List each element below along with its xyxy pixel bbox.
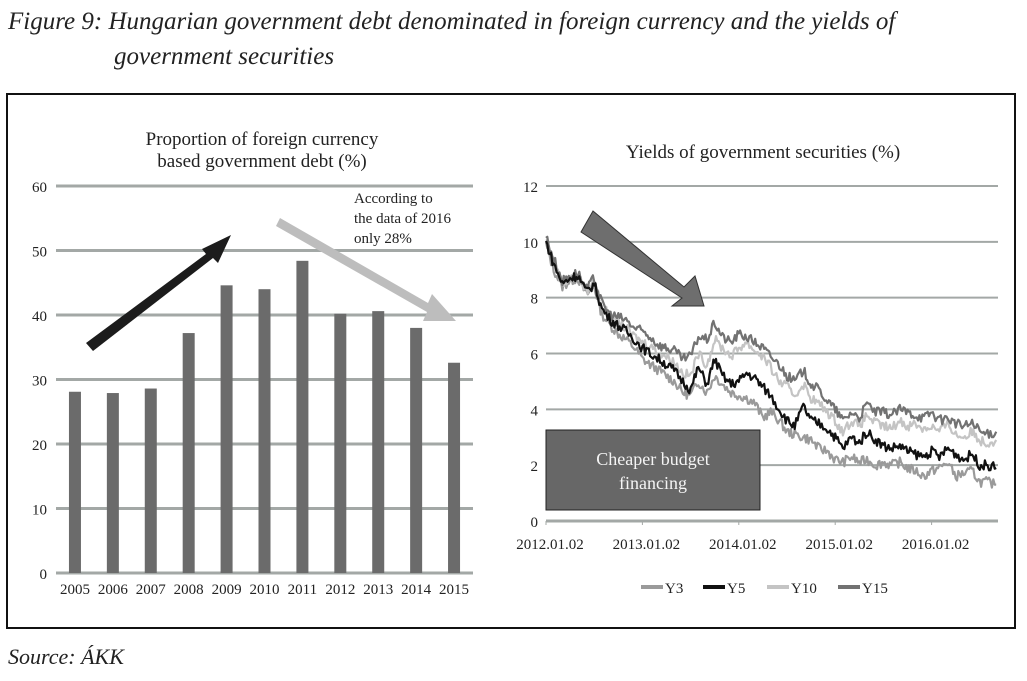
bar xyxy=(144,388,157,573)
y-tick-label: 12 xyxy=(523,180,538,196)
series-line-y15 xyxy=(545,235,998,439)
bar-chart-title-line-2: based government debt (%) xyxy=(157,151,366,172)
figure-frame xyxy=(6,93,1016,629)
x-tick-label: 2012 xyxy=(325,582,355,598)
y-tick-label: 8 xyxy=(531,292,539,308)
bar-chart-title-line-1: Proportion of foreign currency xyxy=(146,129,379,150)
x-tick-label: 2014 xyxy=(401,582,432,598)
x-tick-label: 2008 xyxy=(174,582,204,598)
x-tick-label: 2016.01.02 xyxy=(902,537,970,553)
x-tick-label: 2005 xyxy=(60,582,90,598)
up-trend-arrow xyxy=(86,235,231,351)
y-tick-label: 20 xyxy=(32,438,47,454)
figure-title-line-2: government securities xyxy=(114,43,335,70)
bar xyxy=(372,311,385,573)
annotation-box xyxy=(545,429,761,511)
series-line-y5 xyxy=(544,240,997,472)
y-tick-label: 30 xyxy=(32,374,47,390)
bar xyxy=(182,333,195,573)
y-tick-label: 0 xyxy=(40,567,48,583)
x-tick-label: 2007 xyxy=(136,582,167,598)
bar xyxy=(410,327,423,573)
bar-chart-x-ticks: 2005 2006 2007 2008 2009 2010 2011 2012 2013 2014… xyxy=(60,582,469,598)
down-trend-arrow xyxy=(276,218,456,321)
line-chart-y-ticks: 0 2 4 6 8 10 12 xyxy=(523,180,539,531)
bar xyxy=(448,362,461,573)
line-chart-legend: Y3 Y5 Y10 Y15 xyxy=(641,581,888,597)
y-tick-label: 2 xyxy=(531,459,539,475)
x-tick-label: 2015 xyxy=(439,582,469,598)
x-tick-label: 2012.01.02 xyxy=(516,537,584,553)
line-chart-series xyxy=(544,235,998,489)
line-chart-x-ticks: 2012.01.02 2013.01.02 2014.01.02 2015.01.02… xyxy=(516,521,969,553)
bar xyxy=(296,260,309,573)
y-tick-label: 0 xyxy=(531,515,539,531)
y-tick-label: 6 xyxy=(531,348,539,364)
annotation-box-line-1: Cheaper budget xyxy=(596,449,709,469)
bar xyxy=(334,313,347,573)
line-chart: Yields of government securities (%) 0 2 4 6… xyxy=(516,142,998,597)
y-tick-label: 50 xyxy=(32,245,47,261)
x-tick-label: 2013.01.02 xyxy=(613,537,681,553)
y-tick-label: 60 xyxy=(32,180,47,196)
x-tick-label: 2014.01.02 xyxy=(709,537,777,553)
legend-label-y15: Y15 xyxy=(862,581,888,597)
annotation-line-2: the data of 2016 xyxy=(354,211,452,227)
bar-chart: Proportion of foreign currency based gov… xyxy=(32,129,473,598)
figure-source: Source: ÁKK xyxy=(8,644,124,669)
x-tick-label: 2010 xyxy=(250,582,280,598)
bar-chart-y-ticks: 0 10 20 30 40 50 60 xyxy=(32,180,47,583)
bar xyxy=(220,285,233,573)
legend-label-y3: Y3 xyxy=(665,581,683,597)
x-tick-label: 2011 xyxy=(288,582,317,598)
y-tick-label: 4 xyxy=(531,403,539,419)
bar xyxy=(68,391,81,573)
line-chart-title: Yields of government securities (%) xyxy=(626,142,900,163)
bar xyxy=(258,289,271,573)
figure-title-line-1: Figure 9: Hungarian government debt deno… xyxy=(8,8,896,35)
legend-label-y10: Y10 xyxy=(791,581,817,597)
bar-chart-bars xyxy=(68,260,461,573)
annotation-line-3: only 28% xyxy=(354,231,412,247)
x-tick-label: 2013 xyxy=(363,582,393,598)
x-tick-label: 2015.01.02 xyxy=(805,537,873,553)
annotation-box-line-2: financing xyxy=(619,473,687,493)
y-tick-label: 10 xyxy=(32,503,47,519)
figure-title: Figure 9: Hungarian government debt deno… xyxy=(8,4,1018,74)
legend-label-y5: Y5 xyxy=(727,581,745,597)
bar xyxy=(106,393,119,573)
annotation-line-1: According to xyxy=(354,191,433,207)
series-line-y3 xyxy=(544,242,997,489)
x-tick-label: 2006 xyxy=(98,582,129,598)
y-tick-label: 40 xyxy=(32,309,47,325)
y-tick-label: 10 xyxy=(523,236,538,252)
x-tick-label: 2009 xyxy=(212,582,242,598)
down-trend-arrow xyxy=(580,210,705,307)
